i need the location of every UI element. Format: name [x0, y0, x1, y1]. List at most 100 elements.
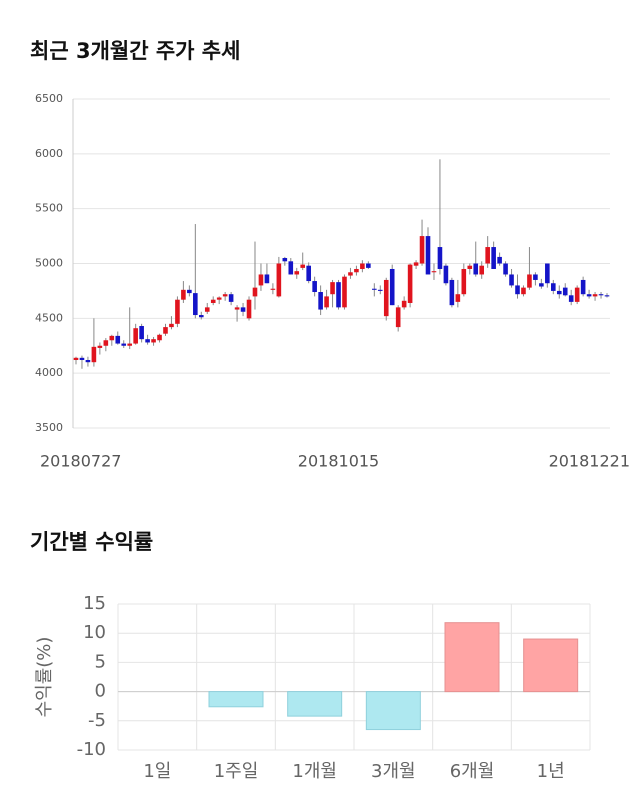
candle-body	[562, 287, 568, 296]
candle-body	[395, 307, 401, 328]
candle-body	[246, 299, 252, 319]
candle-body	[419, 236, 425, 264]
x-tick-label: 1일	[143, 761, 171, 782]
bar	[287, 691, 343, 717]
candle-body	[383, 279, 389, 317]
candle-body	[228, 294, 234, 302]
y-tick-label: 6000	[35, 147, 63, 160]
x-tick-label: 6개월	[450, 761, 495, 782]
candle-body	[139, 326, 144, 340]
candle-body	[270, 288, 276, 290]
candle-body	[121, 343, 127, 346]
candle-body	[240, 307, 246, 312]
candle-body	[169, 323, 174, 328]
candle-body	[181, 289, 186, 300]
y-tick-label: 10	[83, 622, 106, 643]
candle-body	[175, 299, 180, 324]
candle-body	[91, 346, 97, 363]
candle-body	[187, 289, 192, 294]
candle-body	[568, 295, 574, 302]
candle-body	[574, 287, 580, 302]
y-axis-label: 수익률(%)	[34, 637, 55, 718]
candle-body	[312, 281, 317, 293]
candle-body	[437, 247, 443, 269]
candle-body	[210, 299, 216, 303]
candle-body	[276, 263, 282, 297]
candle-body	[109, 335, 115, 341]
candle-body	[604, 295, 610, 297]
candle-body	[509, 274, 514, 286]
candle-body	[455, 294, 461, 302]
candle-body	[389, 268, 395, 306]
candle-body	[318, 292, 323, 310]
x-tick-label: 20181221	[549, 452, 630, 471]
candle-body	[163, 327, 168, 334]
x-tick-label: 20180727	[40, 452, 121, 471]
candle-body	[401, 300, 407, 308]
candle-body	[503, 263, 508, 275]
candle-body	[145, 339, 150, 343]
y-tick-label: 3500	[35, 421, 63, 434]
candle-body	[598, 294, 604, 296]
candle-body	[533, 274, 538, 280]
candle-body	[330, 282, 335, 295]
candle-body	[431, 271, 437, 273]
candle-body	[479, 265, 485, 275]
candle-body	[282, 258, 288, 262]
candle-body	[407, 264, 413, 303]
candle-body	[151, 339, 156, 343]
candle-body	[449, 279, 455, 306]
candle-body	[348, 272, 353, 276]
candle-body	[294, 271, 300, 275]
y-tick-label: -5	[88, 710, 106, 731]
candle-body	[133, 328, 138, 344]
chart-title: 기간별 수익률	[30, 530, 153, 554]
candle-body	[198, 315, 204, 318]
candle-body	[467, 265, 473, 269]
candle-body	[443, 265, 449, 284]
candle-body	[79, 357, 85, 361]
candle-body	[288, 261, 294, 275]
candle-body	[545, 263, 550, 284]
candle-body	[515, 285, 520, 295]
candle-body	[300, 264, 306, 268]
candle-body	[306, 265, 311, 282]
candle-body	[193, 293, 198, 316]
candle-body	[73, 357, 79, 361]
candle-body	[354, 268, 359, 273]
candle-body	[586, 294, 592, 297]
candle-body	[222, 294, 228, 297]
candle-body	[461, 268, 467, 295]
candle-body	[425, 236, 431, 275]
candle-body	[497, 256, 502, 264]
candle-body	[342, 276, 347, 308]
y-tick-label: 5	[95, 651, 106, 672]
x-tick-label: 20181015	[298, 452, 379, 471]
candle-body	[521, 287, 526, 295]
candle-body	[264, 274, 270, 284]
chart-title: 최근 3개월간 주가 추세	[30, 39, 240, 63]
candle-body	[366, 263, 371, 268]
y-tick-label: 4000	[35, 366, 63, 379]
candle-body	[103, 340, 109, 346]
candle-body	[336, 282, 341, 308]
candle-body	[556, 290, 562, 295]
candle-body	[491, 247, 496, 269]
candle-body	[258, 274, 264, 286]
candle-body	[157, 334, 162, 341]
candle-body	[372, 288, 377, 290]
candle-body	[527, 274, 532, 288]
y-tick-label: 5500	[35, 202, 63, 215]
candle-body	[85, 360, 91, 363]
bar	[365, 691, 421, 731]
candle-body	[473, 263, 479, 275]
candle-body	[127, 343, 132, 346]
y-tick-label: 5000	[35, 257, 63, 270]
candle-body	[115, 335, 121, 344]
candle-body	[360, 263, 365, 269]
candle-body	[252, 287, 258, 297]
y-tick-label: 0	[95, 681, 106, 702]
bar	[444, 622, 500, 693]
